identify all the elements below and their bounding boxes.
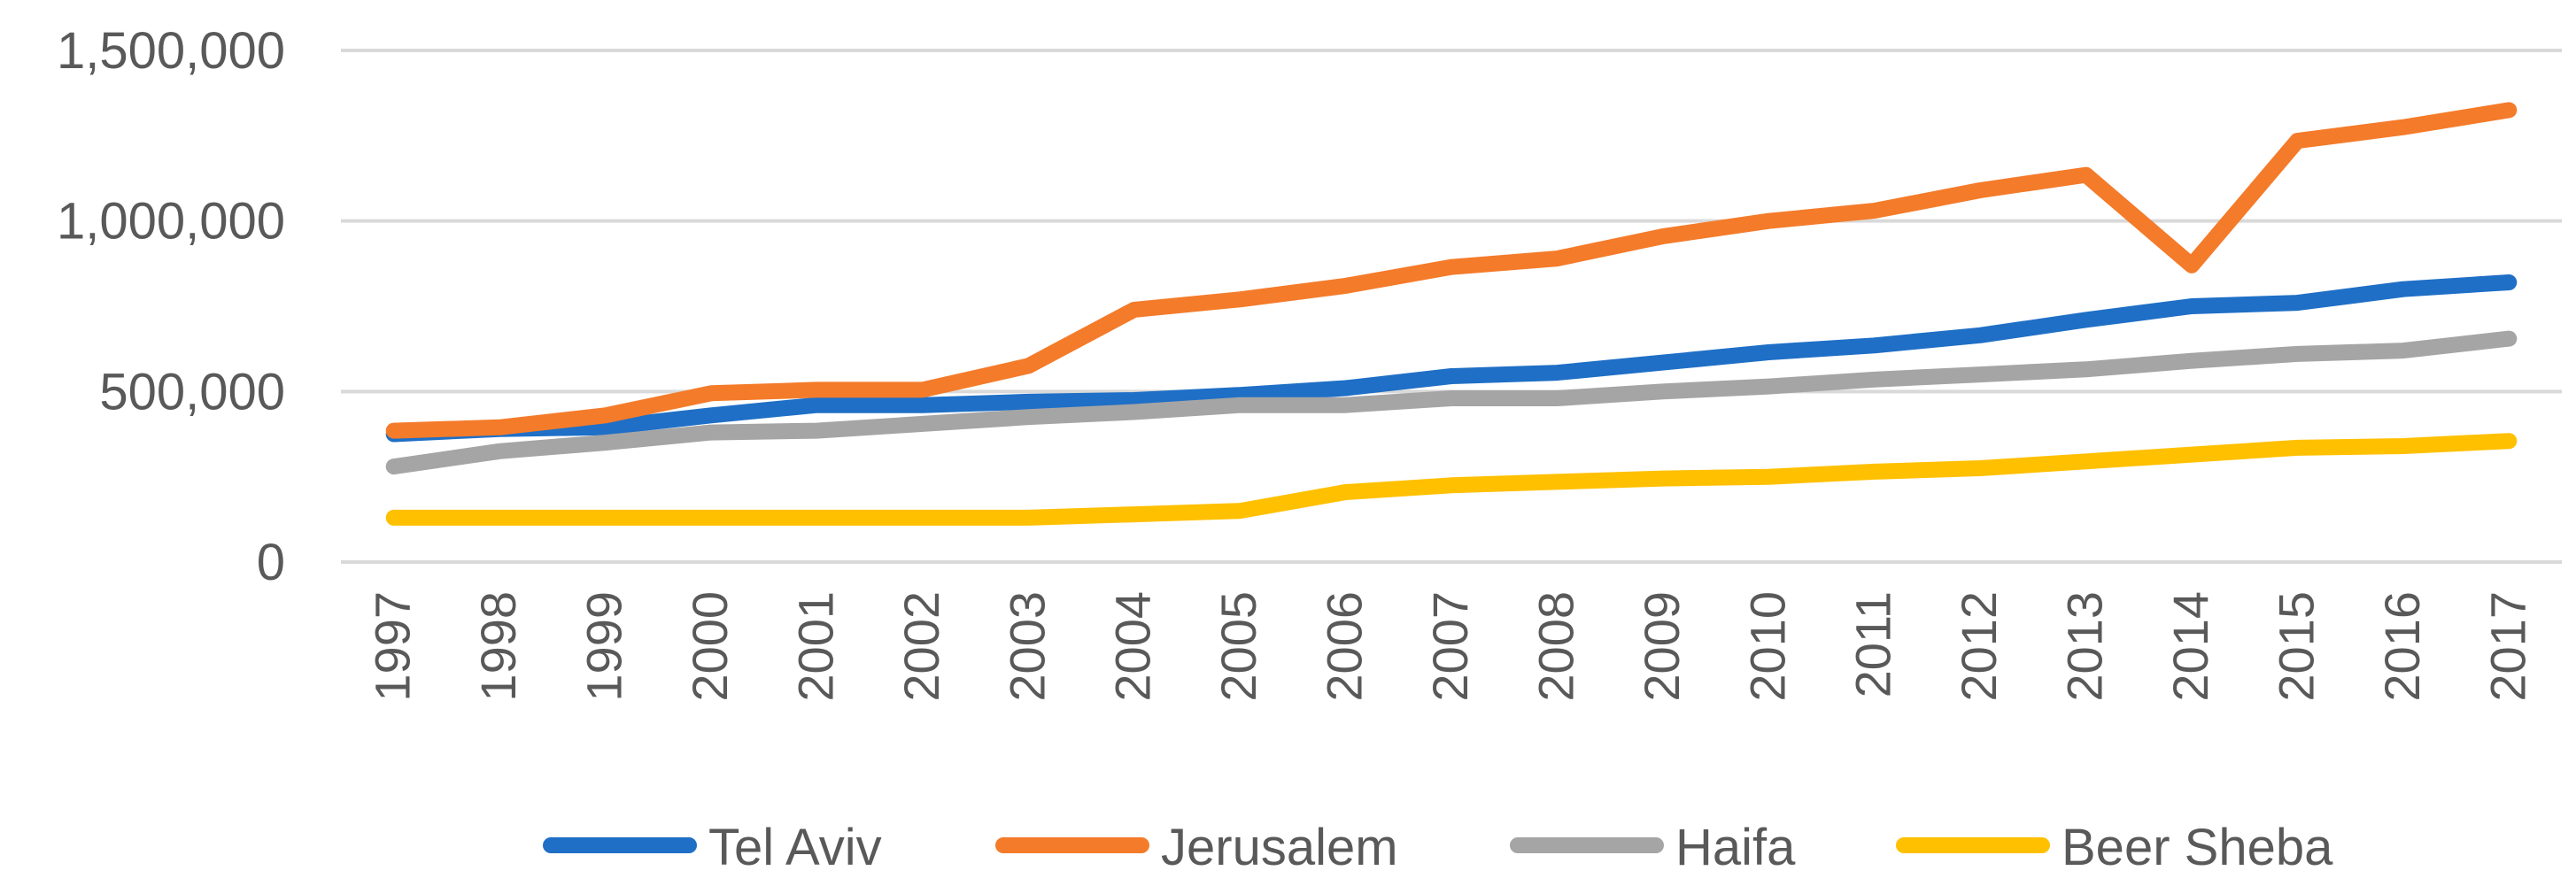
y-axis-tick-labels: 0 500,000 1,000,000 1,500,000 [57,22,285,591]
x-tick-label: 2000 [682,591,738,702]
x-tick-label: 2008 [1528,591,1583,702]
x-tick-label: 2011 [1845,591,1901,697]
x-tick-label: 2017 [2479,591,2535,702]
x-tick-label: 1997 [365,591,421,702]
y-tick-label: 1,500,000 [57,22,285,80]
x-tick-label: 2010 [1739,591,1795,702]
x-tick-label: 2007 [1422,591,1478,702]
x-tick-label: 2015 [2268,591,2324,702]
legend-label-beer-sheba: Beer Sheba [2062,819,2333,876]
legend: Tel Aviv Jerusalem Haifa Beer Sheba [543,819,2333,876]
legend-label-tel-aviv: Tel Aviv [708,819,882,876]
x-tick-label: 2013 [2057,591,2113,702]
series-line-jerusalem [385,102,2518,439]
y-tick-label: 500,000 [99,363,285,420]
x-tick-label: 2003 [999,591,1055,702]
series-line-haifa [385,330,2518,475]
x-axis-tick-labels: 1997 1998 1999 2000 2001 2002 2003 2004 2005 2006… [365,591,2536,702]
x-tick-label: 2012 [1951,591,2007,702]
x-tick-label: 2005 [1211,591,1266,702]
x-tick-label: 2006 [1317,591,1373,702]
series-line-tel-aviv [385,274,2518,443]
x-tick-label: 2016 [2374,591,2430,702]
x-tick-label: 2002 [893,591,949,702]
series-lines [385,102,2518,526]
y-tick-label: 1,000,000 [57,193,285,250]
y-tick-label: 0 [257,534,285,591]
legend-label-haifa: Haifa [1675,819,1796,876]
x-tick-label: 2001 [787,591,843,702]
x-tick-label: 2014 [2162,591,2218,702]
legend-label-jerusalem: Jerusalem [1161,819,1398,876]
x-tick-label: 2004 [1105,591,1161,702]
series-line-beer-sheba [385,433,2518,526]
x-tick-label: 1998 [470,591,526,702]
x-tick-label: 1999 [576,591,632,702]
x-tick-label: 2009 [1634,591,1690,702]
